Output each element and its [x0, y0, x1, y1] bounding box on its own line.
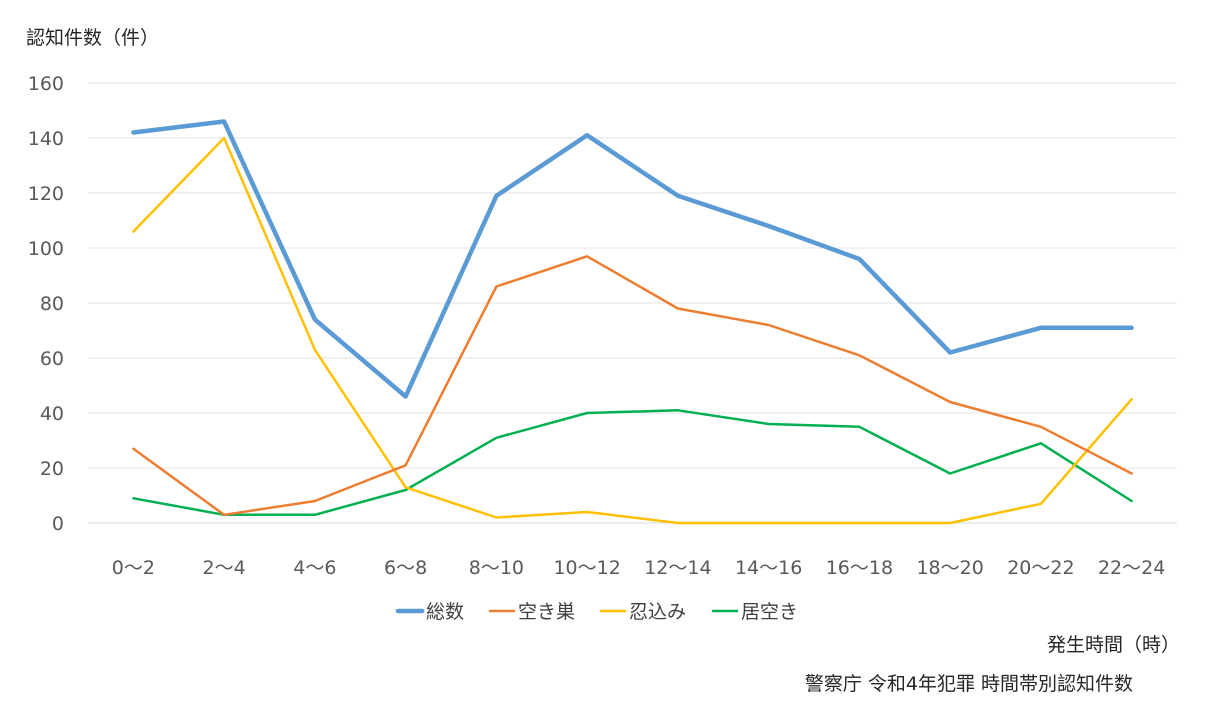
series-line-2	[132, 255, 1133, 517]
series-line-3	[132, 136, 1133, 525]
x-axis-title: 発生時間（時）	[1047, 634, 1180, 656]
y-tick-label: 120	[28, 183, 64, 205]
y-tick-label: 100	[28, 238, 64, 260]
y-tick-label: 60	[40, 348, 64, 370]
x-tick-label: 18〜20	[916, 557, 983, 579]
x-tick-label: 2〜4	[203, 557, 246, 579]
y-tick-label: 140	[28, 128, 64, 150]
x-tick-label: 0〜2	[112, 557, 155, 579]
x-tick-label: 8〜10	[469, 557, 524, 579]
x-tick-label: 22〜24	[1098, 557, 1165, 579]
x-tick-label: 4〜6	[293, 557, 336, 579]
x-axis-ticks: 0〜2 2〜4 4〜6 6〜8 8〜10 10〜12 12〜14 14〜16 16〜18 18〜2…	[112, 557, 1166, 579]
x-tick-label: 20〜22	[1007, 557, 1074, 579]
x-tick-label: 10〜12	[553, 557, 620, 579]
series-lines	[131, 119, 1134, 525]
y-tick-label: 40	[40, 403, 64, 425]
x-tick-label: 12〜14	[644, 557, 711, 579]
x-tick-label: 16〜18	[826, 557, 893, 579]
y-axis-ticks: 0 20 40 60 80 100 120 140 160	[28, 73, 64, 535]
x-tick-label: 14〜16	[735, 557, 802, 579]
legend-label: 忍込み	[629, 601, 686, 623]
y-tick-label: 0	[52, 513, 64, 535]
legend-label: 居空き	[741, 601, 798, 623]
x-tick-label: 6〜8	[384, 557, 427, 579]
series-line-1	[131, 119, 1134, 399]
gridlines	[88, 82, 1177, 524]
legend-label: 総数	[426, 601, 464, 623]
series-line-4	[132, 409, 1133, 517]
y-tick-label: 20	[40, 458, 64, 480]
legend: 総数 空き巣 忍込み 居空き	[395, 601, 798, 623]
y-tick-label: 160	[28, 73, 64, 95]
source-note: 警察庁 令和4年犯罪 時間帯別認知件数	[805, 673, 1133, 695]
y-axis-title: 認知件数（件）	[26, 27, 159, 49]
y-tick-label: 80	[40, 293, 64, 315]
legend-label: 空き巣	[518, 601, 575, 623]
